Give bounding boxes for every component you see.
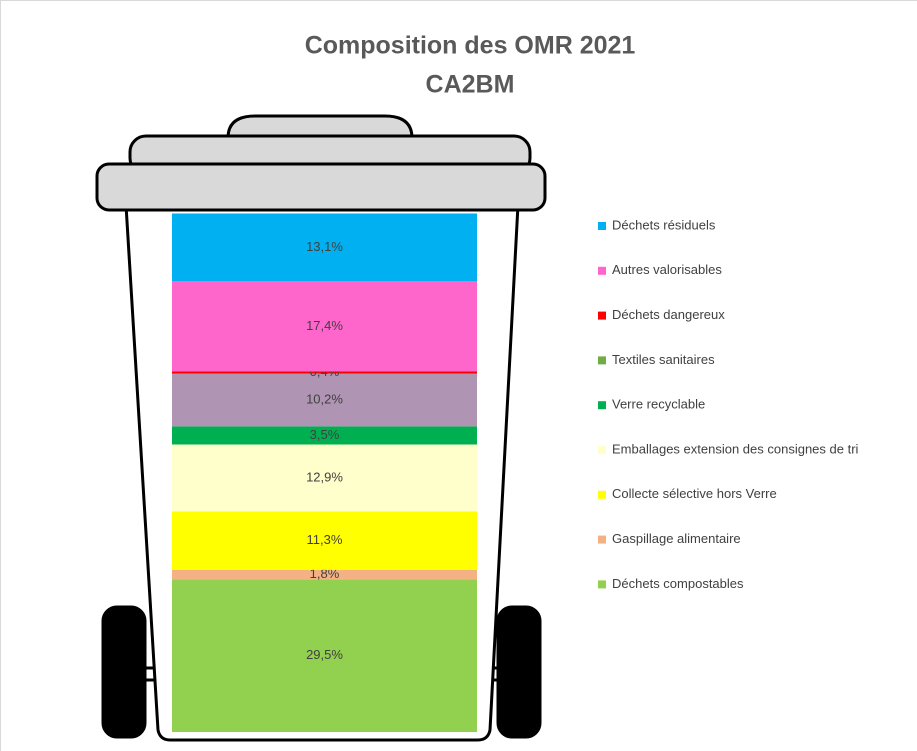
legend-label: Déchets résiduels [612,217,716,232]
legend-label: Textiles sanitaires [612,352,715,367]
legend-marker [598,446,606,454]
legend-marker [598,222,606,230]
legend-marker [598,491,606,499]
legend-marker [598,356,606,364]
legend-label: Déchets compostables [612,576,744,591]
wheel [498,607,540,737]
chart-title: Composition des OMR 2021 [305,32,636,60]
legend-marker [598,312,606,320]
data-label: 12,9% [306,469,343,484]
data-label: 10,2% [306,391,343,406]
data-label: 29,5% [306,647,343,662]
legend-label: Autres valorisables [612,262,722,277]
legend-label: Emballages extension des consignes de tr… [612,441,859,456]
wheel [103,607,145,737]
data-label: 11,3% [307,532,343,547]
data-label: 17,4% [306,318,343,333]
legend-label: Déchets dangereux [612,307,725,322]
chart: Composition des OMR 2021 CA2BM 29,5%1,8%… [0,0,917,751]
legend-marker [598,401,606,409]
legend-label: Collecte sélective hors Verre [612,486,777,501]
lid-rim [97,164,545,210]
legend-marker [598,580,606,588]
legend-label: Gaspillage alimentaire [612,531,741,546]
legend-label: Verre recyclable [612,397,705,412]
legend-marker [598,267,606,275]
data-label: 3,5% [310,427,340,442]
chart-subtitle: CA2BM [426,71,515,99]
legend-marker [598,536,606,544]
data-label: 13,1% [306,239,343,254]
